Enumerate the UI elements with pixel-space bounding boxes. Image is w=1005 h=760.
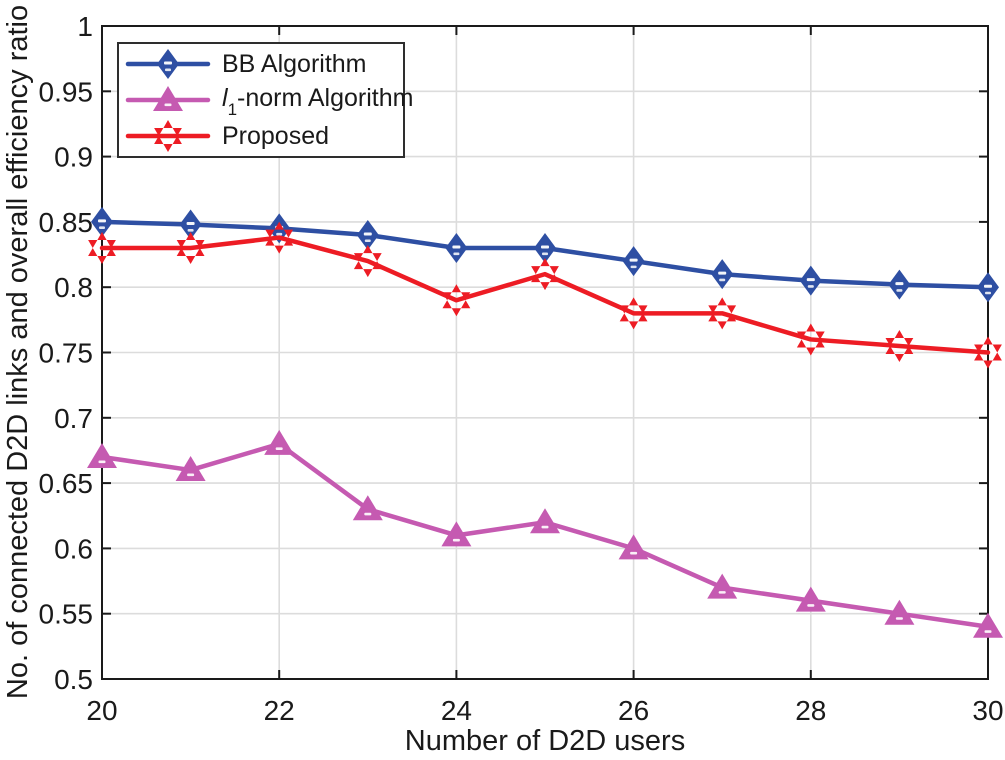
y-tick-label: 0.9 [54,142,93,173]
series-1-marker [795,586,826,612]
marker-detail [276,232,283,236]
marker-detail [630,551,638,555]
series-1-marker [87,442,117,468]
series-1-line [99,441,991,630]
marker-detail [807,604,815,607]
marker-detail [719,278,726,282]
series-1-marker [973,612,1003,638]
legend-sample-triangle-icon [125,86,211,111]
series-2-line [99,235,991,355]
series-2-marker [531,258,559,291]
series-2-marker [974,336,1002,369]
legend-item-proposed: Proposed [119,118,403,154]
series-2-marker [708,297,737,330]
series-layer [87,206,1003,638]
y-tick-label: 0.5 [54,664,93,695]
marker-detail [187,473,195,477]
marker-detail [807,285,814,288]
marker-detail [164,61,172,65]
marker-detail [718,591,726,594]
legend-item-l1-norm-algorithm: l1-norm Algorithm [119,82,413,118]
x-tick-label: 26 [618,695,649,726]
series-1-marker [707,573,738,599]
series-1-marker [618,534,649,560]
marker-detail [363,232,372,236]
series-1-marker [530,508,560,534]
marker-detail [98,460,106,464]
y-tick-label: 0.65 [39,468,94,499]
marker-detail [630,265,637,269]
y-tick-label: 0.6 [54,533,93,564]
marker-detail [806,278,815,282]
series-1-marker [264,429,295,455]
series-1-marker [352,495,383,521]
marker-detail [984,284,992,288]
series-2-marker [176,232,205,265]
series-1-marker [175,456,206,482]
marker-detail [895,617,903,620]
marker-detail [275,447,283,451]
series-2-marker [353,245,382,278]
marker-detail [364,239,371,243]
legend: BB Algorithm l1-norm Algorithm Proposed [117,42,413,158]
legend-sample-marker [153,86,183,111]
x-tick-label: 30 [972,695,1003,726]
y-tick-label: 0.75 [39,338,94,369]
marker-detail [364,512,372,516]
marker-detail [452,538,460,542]
x-tick-label: 22 [264,695,295,726]
marker-detail [896,289,903,292]
series-1-marker [441,521,472,547]
series-2-marker [265,221,294,254]
x-tick-label: 20 [86,695,117,726]
legend-sample-diamond-icon [125,49,211,79]
marker-detail [453,252,460,256]
y-axis-label: No. of connected D2D links and overall e… [2,5,34,699]
marker-detail [895,282,904,286]
marker-detail [165,68,171,72]
legend-sample-marker [154,120,182,152]
legend-sample-hexagram-icon [125,120,211,152]
legend-label: BB Algorithm [222,49,367,78]
series-1-marker [884,599,915,625]
y-tick-label: 0.85 [39,207,94,238]
marker-detail [542,252,548,256]
legend-label: Proposed [222,121,330,150]
series-2-marker [88,232,116,265]
y-tick-label: 0.55 [39,599,94,630]
marker-detail [629,258,638,262]
marker-detail [187,229,194,232]
legend-label: l1-norm Algorithm [222,83,414,119]
y-tick-label: 0.8 [54,272,93,303]
y-tick-label: 1 [77,11,93,42]
marker-detail [98,219,106,223]
marker-detail [164,103,172,107]
legend-item-bb-algorithm: BB Algorithm [119,46,403,82]
y-tick-label: 0.7 [54,403,93,434]
series-2-marker [442,284,471,317]
y-tick-label: 0.95 [39,76,94,107]
marker-detail [541,525,549,529]
marker-detail [718,271,727,275]
x-axis-label: Number of D2D users [405,725,685,757]
x-tick-label: 24 [441,695,472,726]
series-2-marker [796,323,825,356]
marker-detail [452,245,461,249]
marker-detail [985,291,991,295]
marker-detail [541,245,549,249]
series-2-marker [885,329,914,362]
marker-detail [984,630,992,633]
x-tick-label: 28 [795,695,826,726]
marker-detail [99,226,105,229]
series-2-marker [619,297,648,330]
marker-detail [186,222,195,226]
tick-label-layer: 20 22 24 26 28 30 0.5 0.55 0.6 0.65 0.7 0.75 0.8 0.85… [39,11,1004,726]
